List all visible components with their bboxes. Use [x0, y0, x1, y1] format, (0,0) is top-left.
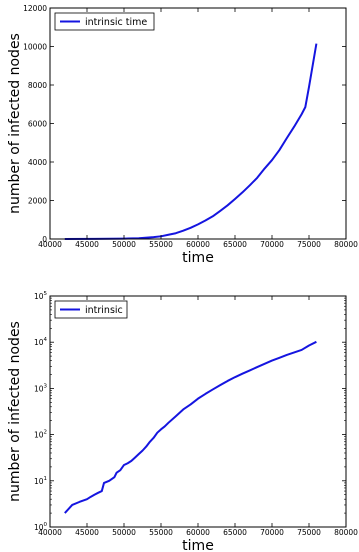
y-tick-label: 101 [34, 476, 47, 486]
plot-frame [49, 295, 347, 528]
x-tick-label: 40000 [38, 528, 62, 537]
x-axis-label: time [182, 538, 214, 552]
legend-label: intrinsic [85, 305, 123, 316]
y-tick-label: 100 [34, 522, 48, 532]
y-tick-label: 4000 [28, 158, 47, 167]
x-tick-label: 70000 [260, 240, 284, 249]
x-tick-label: 60000 [186, 240, 210, 249]
x-tick-label: 65000 [223, 528, 247, 537]
y-tick-label: 0 [42, 235, 47, 244]
x-tick-label: 45000 [75, 528, 99, 537]
x-tick-label: 75000 [297, 528, 321, 537]
y-tick-label: 102 [34, 430, 47, 440]
y-tick-label: 105 [34, 291, 48, 301]
x-tick-label: 80000 [334, 528, 358, 537]
x-tick-label: 50000 [112, 240, 136, 249]
x-tick-label: 45000 [75, 240, 99, 249]
x-tick-label: 50000 [112, 528, 136, 537]
x-axis-label: time [182, 250, 214, 266]
x-tick-label: 80000 [334, 240, 358, 249]
x-tick-label: 65000 [223, 240, 247, 249]
y-tick-label: 8000 [28, 81, 47, 90]
series-line [64, 340, 317, 514]
legend-label: intrinsic time [85, 17, 147, 28]
y-tick-label: 10000 [23, 43, 47, 52]
x-tick-label: 55000 [149, 528, 173, 537]
plot-frame [49, 7, 347, 240]
legend-box [54, 12, 155, 31]
x-tick-label: 75000 [297, 240, 321, 249]
y-axis-label: number of infected nodes [7, 33, 23, 214]
x-tick-label: 60000 [186, 528, 210, 537]
chart-linear: 40000 45000 50000 55000 60000 65000 70000 75000… [7, 4, 358, 266]
chart-log: 40000 45000 50000 55000 60000 65000 70000 75000… [7, 291, 358, 552]
x-tick-label: 55000 [149, 240, 173, 249]
legend-box [54, 300, 128, 319]
y-tick-label: 2000 [28, 197, 47, 206]
y-tick-label: 12000 [23, 4, 47, 13]
series-line [64, 43, 318, 240]
x-tick-label: 40000 [38, 240, 62, 249]
y-tick-label: 6000 [28, 120, 47, 129]
x-tick-label: 70000 [260, 528, 284, 537]
y-tick-label: 104 [34, 337, 48, 347]
y-tick-label: 103 [34, 383, 48, 393]
y-axis-label: number of infected nodes [7, 321, 23, 502]
